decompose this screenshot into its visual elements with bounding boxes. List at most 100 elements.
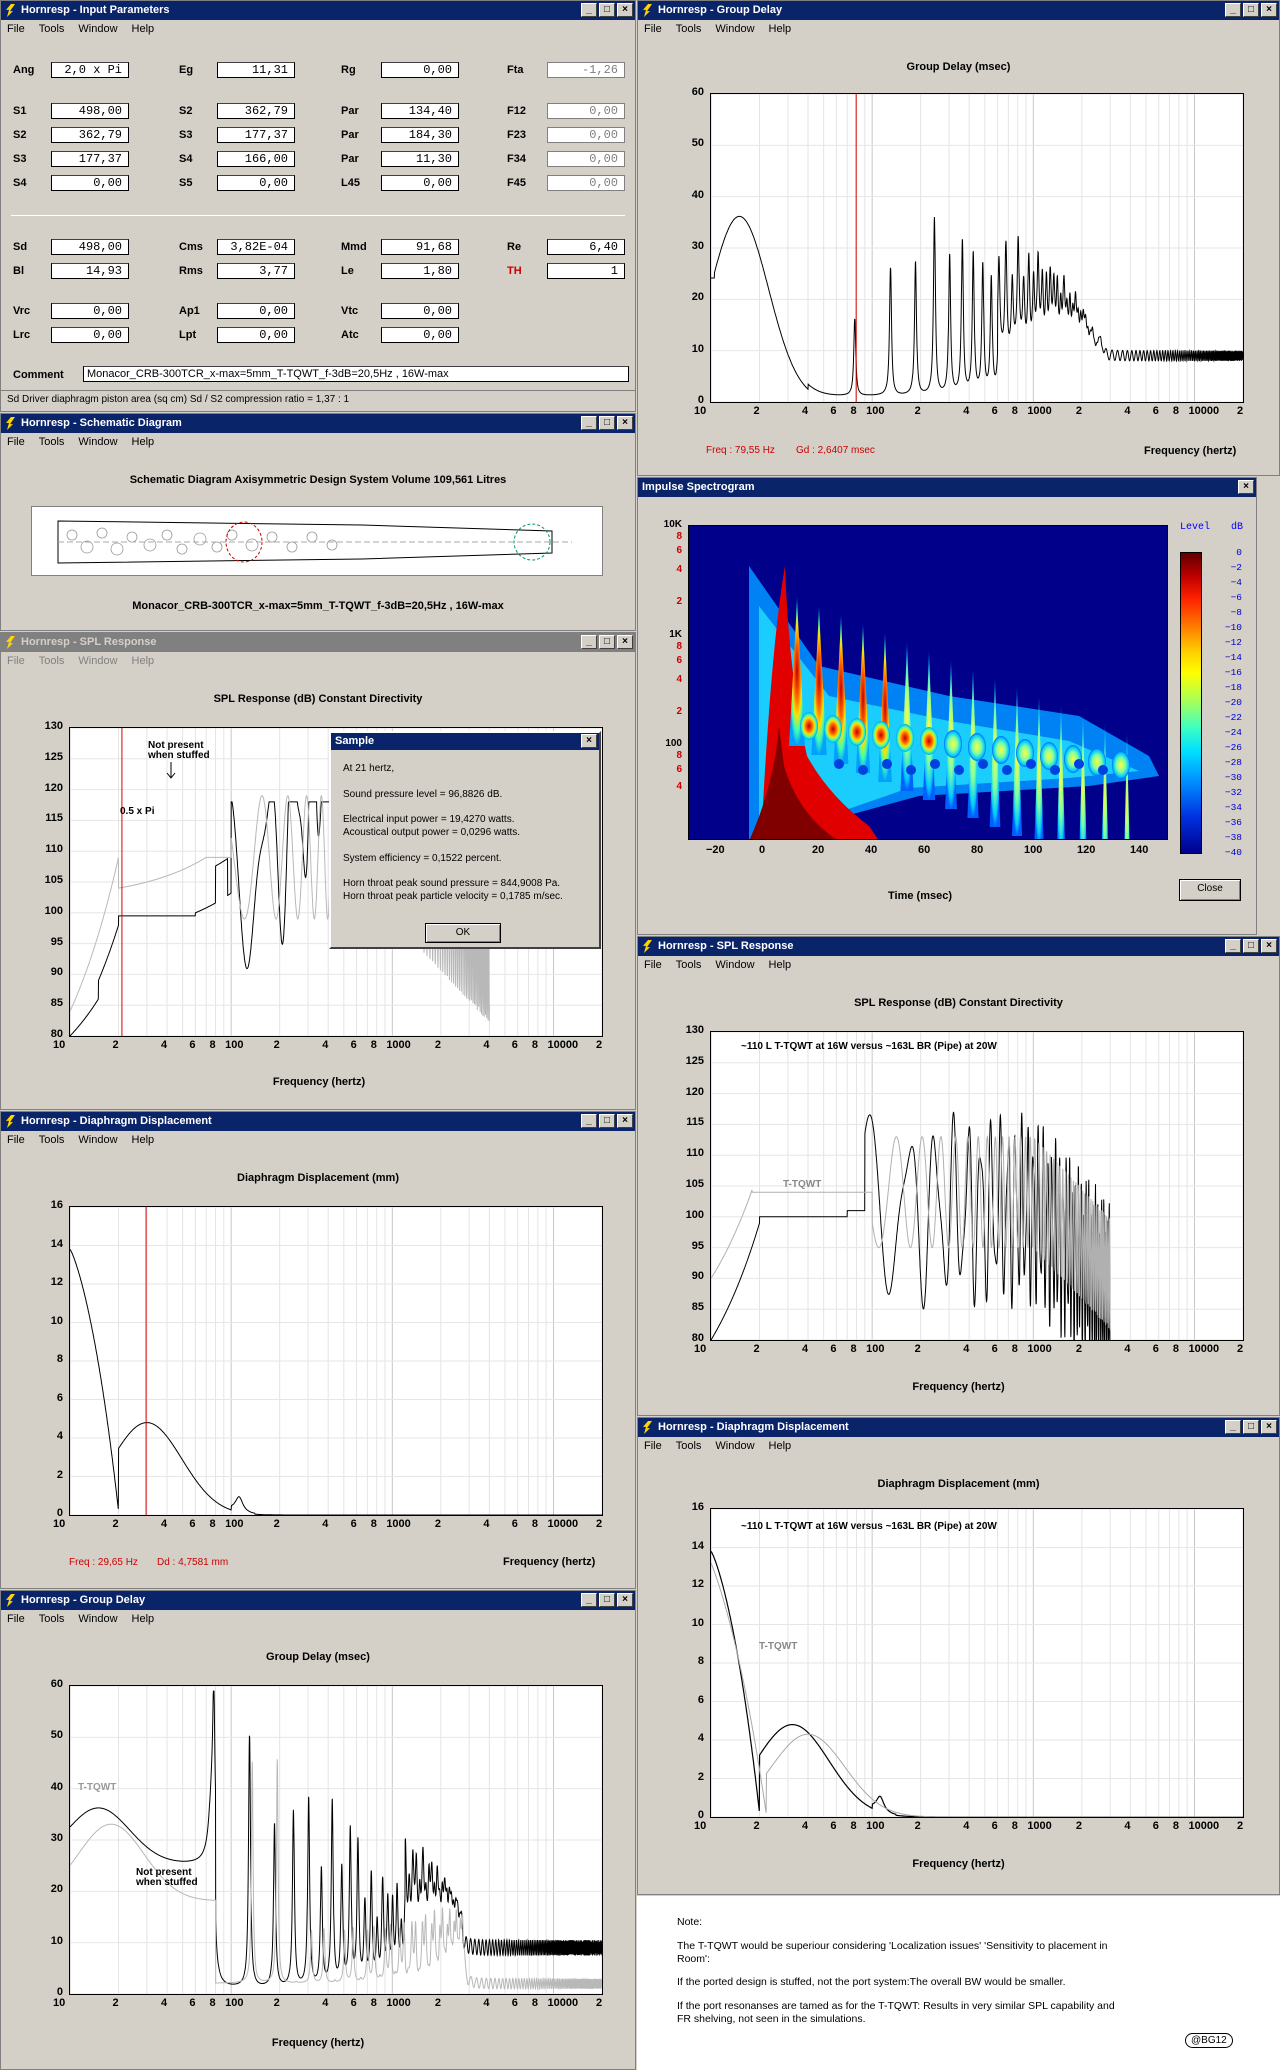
minimize-button[interactable]: _ — [581, 635, 597, 649]
titlebar[interactable]: Hornresp - SPL Response _ □ × — [638, 937, 1279, 956]
menu-tools[interactable]: Tools — [675, 23, 702, 35]
maximize-button[interactable]: □ — [599, 635, 615, 649]
menu-help[interactable]: Help — [768, 1440, 792, 1452]
minimize-button[interactable]: _ — [1225, 3, 1241, 17]
param-field[interactable]: 362,79 — [217, 103, 295, 119]
close-button[interactable]: × — [1261, 939, 1277, 953]
menu-window[interactable]: Window — [715, 23, 755, 35]
param-field[interactable]: 177,37 — [51, 151, 129, 167]
spectrogram-plot[interactable] — [688, 525, 1168, 840]
group-delay-plot[interactable]: T-TQWT Not present when stuffed — [69, 1685, 603, 1995]
titlebar[interactable]: Hornresp - SPL Response _ □ × — [1, 633, 635, 652]
menu-help[interactable]: Help — [768, 959, 792, 971]
menu-window[interactable]: Window — [715, 1440, 755, 1452]
param-field[interactable]: 0,00 — [51, 303, 129, 319]
menu-file[interactable]: File — [7, 655, 25, 667]
menu-file[interactable]: File — [644, 1440, 662, 1452]
spl-plot[interactable]: ~110 L T-TQWT at 16W versus ~163L BR (Pi… — [710, 1031, 1244, 1341]
maximize-button[interactable]: □ — [599, 3, 615, 17]
param-field[interactable]: 0,00 — [217, 327, 295, 343]
maximize-button[interactable]: □ — [599, 1114, 615, 1128]
menu-window[interactable]: Window — [78, 23, 118, 35]
param-field[interactable]: 0,00 — [51, 175, 129, 191]
comment-input[interactable]: Monacor_CRB-300TCR_x-max=5mm_T-TQWT_f-3d… — [83, 366, 629, 382]
param-field[interactable]: 0,00 — [381, 175, 459, 191]
close-button[interactable]: × — [617, 1114, 633, 1128]
param-field[interactable]: 0,00 — [547, 103, 625, 119]
param-field[interactable]: 3,82E-04 — [217, 239, 295, 255]
param-field[interactable]: 2,0 x Pi — [51, 62, 129, 78]
param-field[interactable]: 177,37 — [217, 127, 295, 143]
titlebar[interactable]: Hornresp - Diaphragm Displacement _ □ × — [638, 1418, 1279, 1437]
menu-file[interactable]: File — [7, 436, 25, 448]
param-field[interactable]: 0,00 — [547, 175, 625, 191]
menu-tools[interactable]: Tools — [38, 23, 65, 35]
maximize-button[interactable]: □ — [1243, 1420, 1259, 1434]
menu-file[interactable]: File — [7, 23, 25, 35]
menu-tools[interactable]: Tools — [38, 1613, 65, 1625]
param-field[interactable]: 0,00 — [217, 175, 295, 191]
group-delay-plot[interactable] — [710, 93, 1244, 403]
param-field[interactable]: 166,00 — [217, 151, 295, 167]
displacement-plot[interactable] — [69, 1206, 603, 1516]
titlebar[interactable]: Hornresp - Input Parameters _ □ × — [1, 1, 635, 20]
maximize-button[interactable]: □ — [1243, 939, 1259, 953]
param-field[interactable]: 1 — [547, 263, 625, 279]
menu-file[interactable]: File — [644, 23, 662, 35]
param-field[interactable]: 0,00 — [217, 303, 295, 319]
menu-window[interactable]: Window — [78, 436, 118, 448]
param-field[interactable]: 6,40 — [547, 239, 625, 255]
titlebar[interactable]: Hornresp - Schematic Diagram _ □ × — [1, 414, 635, 433]
titlebar[interactable]: Hornresp - Group Delay _ □ × — [1, 1591, 635, 1610]
param-field[interactable]: 1,80 — [381, 263, 459, 279]
close-button[interactable]: × — [617, 1593, 633, 1607]
param-field[interactable]: 91,68 — [381, 239, 459, 255]
menu-window[interactable]: Window — [78, 1613, 118, 1625]
minimize-button[interactable]: _ — [1225, 1420, 1241, 1434]
menu-help[interactable]: Help — [131, 655, 155, 667]
close-button[interactable]: × — [1238, 480, 1254, 494]
titlebar[interactable]: Hornresp - Diaphragm Displacement _ □ × — [1, 1112, 635, 1131]
param-field[interactable]: 11,31 — [217, 62, 295, 78]
dialog-close-button[interactable]: × — [581, 734, 597, 748]
displacement-plot[interactable]: ~110 L T-TQWT at 16W versus ~163L BR (Pi… — [710, 1508, 1244, 1818]
param-field[interactable]: 362,79 — [51, 127, 129, 143]
minimize-button[interactable]: _ — [1225, 939, 1241, 953]
param-field[interactable]: 0,00 — [547, 127, 625, 143]
close-button[interactable]: × — [617, 3, 633, 17]
menu-help[interactable]: Help — [131, 23, 155, 35]
titlebar[interactable]: Impulse Spectrogram × — [638, 478, 1256, 497]
close-button[interactable]: × — [617, 635, 633, 649]
minimize-button[interactable]: _ — [581, 3, 597, 17]
menu-file[interactable]: File — [7, 1613, 25, 1625]
param-field[interactable]: 184,30 — [381, 127, 459, 143]
menu-tools[interactable]: Tools — [38, 1134, 65, 1146]
param-field[interactable]: 14,93 — [51, 263, 129, 279]
param-field[interactable]: 0,00 — [381, 62, 459, 78]
menu-window[interactable]: Window — [715, 959, 755, 971]
maximize-button[interactable]: □ — [599, 1593, 615, 1607]
close-button[interactable]: × — [617, 416, 633, 430]
minimize-button[interactable]: _ — [581, 1114, 597, 1128]
menu-file[interactable]: File — [7, 1134, 25, 1146]
menu-tools[interactable]: Tools — [38, 655, 65, 667]
close-button[interactable]: × — [1261, 3, 1277, 17]
maximize-button[interactable]: □ — [599, 416, 615, 430]
param-field[interactable]: 498,00 — [51, 103, 129, 119]
param-field[interactable]: 498,00 — [51, 239, 129, 255]
close-dialog-button[interactable]: Close — [1179, 879, 1241, 901]
menu-window[interactable]: Window — [78, 655, 118, 667]
maximize-button[interactable]: □ — [1243, 3, 1259, 17]
ok-button[interactable]: OK — [425, 923, 501, 943]
param-field[interactable]: 3,77 — [217, 263, 295, 279]
menu-file[interactable]: File — [644, 959, 662, 971]
minimize-button[interactable]: _ — [581, 1593, 597, 1607]
menu-help[interactable]: Help — [768, 23, 792, 35]
param-field[interactable]: -1,26 — [547, 62, 625, 78]
menu-help[interactable]: Help — [131, 1134, 155, 1146]
param-field[interactable]: 0,00 — [381, 303, 459, 319]
param-field[interactable]: 0,00 — [547, 151, 625, 167]
menu-tools[interactable]: Tools — [38, 436, 65, 448]
param-field[interactable]: 134,40 — [381, 103, 459, 119]
close-button[interactable]: × — [1261, 1420, 1277, 1434]
